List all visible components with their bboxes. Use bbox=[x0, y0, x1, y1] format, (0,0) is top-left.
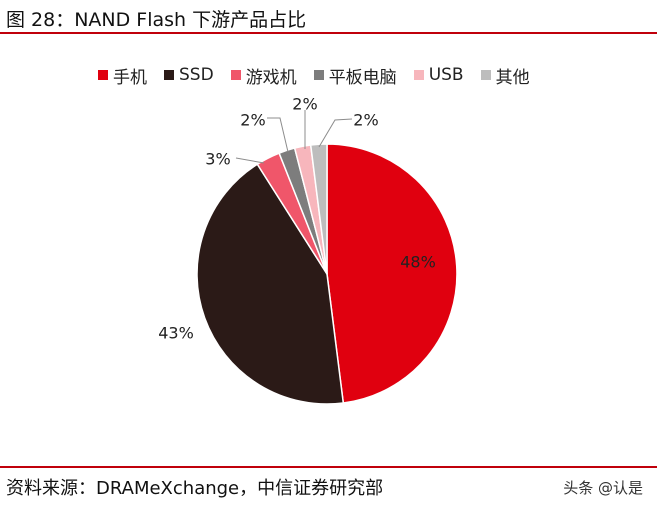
leader-lines bbox=[235, 110, 353, 164]
legend-label: USB bbox=[428, 65, 464, 85]
data-label-1: 43% bbox=[158, 324, 194, 343]
legend-label: 手机 bbox=[113, 67, 147, 88]
chart-legend: 手机 SSD 游戏机 平板电脑 USB 其他 bbox=[98, 62, 530, 88]
data-label-3: 2% bbox=[240, 111, 265, 130]
legend-item-other: 其他 bbox=[480, 63, 530, 88]
legend-item-ssd: SSD bbox=[164, 65, 214, 85]
data-label-0: 48% bbox=[400, 253, 436, 272]
legend-swatch bbox=[413, 70, 424, 80]
pie-slice-0 bbox=[326, 143, 458, 404]
legend-label: 游戏机 bbox=[245, 67, 297, 88]
legend-swatch bbox=[480, 70, 491, 80]
leader-line-3 bbox=[267, 117, 289, 153]
title-divider bbox=[0, 32, 657, 34]
legend-label: 其他 bbox=[495, 67, 530, 88]
pie-slice-1 bbox=[196, 163, 345, 405]
legend-swatch bbox=[230, 70, 241, 80]
leader-line-2 bbox=[235, 157, 265, 164]
legend-item-tablet: 平板电脑 bbox=[313, 63, 397, 88]
source-note: 资料来源：DRAMeXchange，中信证券研究部 bbox=[6, 478, 384, 499]
legend-swatch bbox=[313, 70, 324, 80]
watermark: 头条 @认是 bbox=[563, 479, 643, 497]
legend-item-mobile: 手机 bbox=[98, 63, 147, 88]
data-label-2: 3% bbox=[205, 150, 230, 169]
legend-swatch bbox=[98, 70, 108, 80]
data-label-4: 2% bbox=[292, 95, 317, 114]
data-labels: 48% 43% 3% 2% 2% 2% bbox=[158, 95, 436, 343]
legend-label: SSD bbox=[179, 65, 214, 85]
legend-item-game-console: 游戏机 bbox=[230, 63, 297, 88]
pie-slices bbox=[196, 143, 458, 405]
leader-line-5 bbox=[318, 118, 353, 148]
legend-item-usb: USB bbox=[413, 65, 464, 85]
pie-slice-5 bbox=[309, 143, 328, 275]
legend-swatch bbox=[164, 70, 174, 80]
data-label-5: 2% bbox=[353, 111, 378, 130]
footer-divider bbox=[0, 466, 657, 468]
figure-title: 图 28：NAND Flash 下游产品占比 bbox=[6, 9, 307, 31]
legend-label: 平板电脑 bbox=[328, 67, 397, 88]
